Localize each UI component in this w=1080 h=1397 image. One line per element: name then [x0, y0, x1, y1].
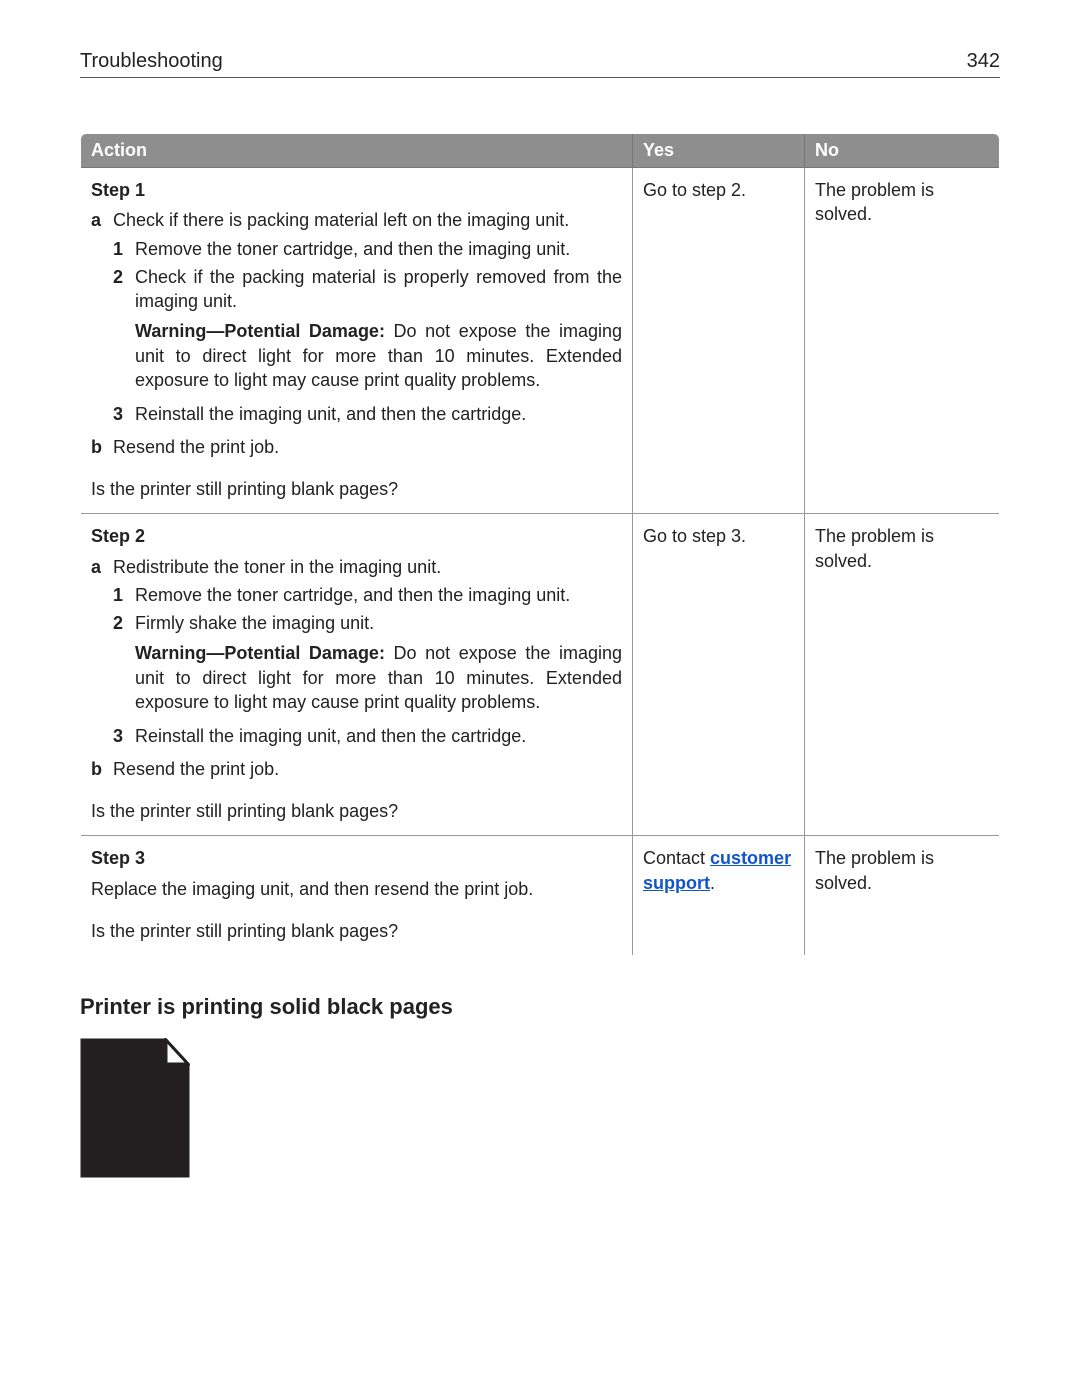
list-marker: 3	[113, 724, 135, 748]
step-title: Step 1	[91, 178, 622, 202]
step1-a2: Check if the packing material is properl…	[135, 265, 622, 398]
step1-a3: Reinstall the imaging unit, and then the…	[135, 402, 622, 426]
step3-body: Replace the imaging unit, and then resen…	[91, 877, 622, 901]
step2-action-cell: Step 2 a Redistribute the toner in the i…	[81, 514, 633, 836]
page: Troubleshooting 342 Action Yes No Step 1	[0, 0, 1080, 1397]
col-no: No	[805, 134, 1000, 168]
list-marker: b	[91, 435, 113, 459]
step-title: Step 2	[91, 524, 622, 548]
col-yes: Yes	[633, 134, 805, 168]
warning-block: Warning—Potential Damage: Do not expose …	[135, 641, 622, 714]
step3-yes-suffix: .	[710, 873, 715, 893]
list-marker: a	[91, 208, 113, 430]
step3-no-cell: The problem is solved.	[805, 836, 1000, 956]
step1-closing: Is the printer still printing blank page…	[91, 477, 622, 501]
table-header-row: Action Yes No	[81, 134, 1000, 168]
step2-a2: Firmly shake the imaging unit. Warning—P…	[135, 611, 622, 720]
step2-a-intro: Redistribute the toner in the imaging un…	[113, 557, 441, 577]
step1-a1: Remove the toner cartridge, and then the…	[135, 237, 622, 261]
list-marker: 3	[113, 402, 135, 426]
step-title: Step 3	[91, 846, 622, 870]
list-marker: 1	[113, 583, 135, 607]
subheading: Printer is printing solid black pages	[80, 994, 1000, 1020]
solid-black-page-icon	[80, 1038, 190, 1178]
list-content: Redistribute the toner in the imaging un…	[113, 555, 622, 753]
warning-label: Warning—Potential Damage:	[135, 321, 385, 341]
table-row: Step 2 a Redistribute the toner in the i…	[81, 514, 1000, 836]
troubleshooting-table: Action Yes No Step 1 a Check if there is…	[80, 133, 1000, 956]
step1-b: Resend the print job.	[113, 435, 622, 459]
list-marker: 1	[113, 237, 135, 261]
col-action: Action	[81, 134, 633, 168]
step1-action-cell: Step 1 a Check if there is packing mater…	[81, 168, 633, 514]
step1-a2-text: Check if the packing material is properl…	[135, 265, 622, 314]
step1-no-cell: The problem is solved.	[805, 168, 1000, 514]
step3-closing: Is the printer still printing blank page…	[91, 919, 622, 943]
warning-block: Warning—Potential Damage: Do not expose …	[135, 319, 622, 392]
step1-alpha-list: a Check if there is packing material lef…	[91, 208, 622, 459]
page-fold	[166, 1040, 188, 1064]
step3-yes-cell: Contact customer support.	[633, 836, 805, 956]
list-marker: b	[91, 757, 113, 781]
step2-alpha-list: a Redistribute the toner in the imaging …	[91, 555, 622, 781]
list-marker: 2	[113, 611, 135, 720]
list-content: Check if there is packing material left …	[113, 208, 622, 430]
running-header: Troubleshooting 342	[80, 50, 1000, 78]
step2-closing: Is the printer still printing blank page…	[91, 799, 622, 823]
table-row: Step 3 Replace the imaging unit, and the…	[81, 836, 1000, 956]
step3-action-cell: Step 3 Replace the imaging unit, and the…	[81, 836, 633, 956]
step2-a2-text: Firmly shake the imaging unit.	[135, 613, 374, 633]
step2-yes-cell: Go to step 3.	[633, 514, 805, 836]
step2-a3: Reinstall the imaging unit, and then the…	[135, 724, 622, 748]
step2-a1: Remove the toner cartridge, and then the…	[135, 583, 622, 607]
section-title: Troubleshooting	[80, 50, 223, 73]
step1-num-list: 1 Remove the toner cartridge, and then t…	[113, 237, 622, 427]
list-marker: 2	[113, 265, 135, 398]
warning-label: Warning—Potential Damage:	[135, 643, 385, 663]
step2-num-list: 1 Remove the toner cartridge, and then t…	[113, 583, 622, 749]
page-number: 342	[967, 50, 1000, 73]
step1-a-intro: Check if there is packing material left …	[113, 210, 569, 230]
list-marker: a	[91, 555, 113, 753]
step3-yes-prefix: Contact	[643, 848, 710, 868]
table-row: Step 1 a Check if there is packing mater…	[81, 168, 1000, 514]
step1-yes-cell: Go to step 2.	[633, 168, 805, 514]
step2-b: Resend the print job.	[113, 757, 622, 781]
step2-no-cell: The problem is solved.	[805, 514, 1000, 836]
